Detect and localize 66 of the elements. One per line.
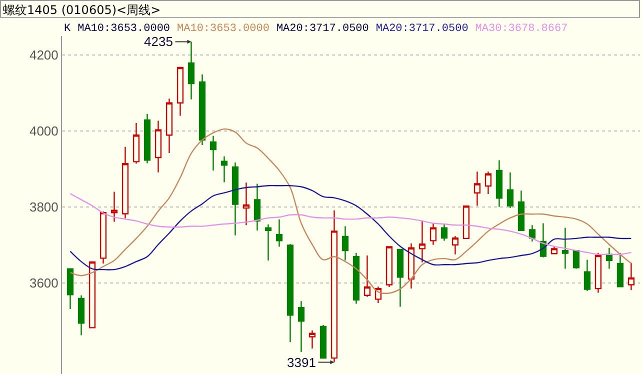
candlestick — [594, 252, 602, 294]
candlestick — [396, 248, 404, 308]
annotation: 4235 — [144, 34, 173, 49]
candlestick — [496, 160, 503, 208]
candlestick — [276, 218, 283, 248]
candlestick — [220, 156, 228, 183]
y-tick-label: 4000 — [29, 123, 58, 138]
line-series — [70, 193, 632, 256]
candlestick — [232, 162, 239, 236]
candlestick — [242, 182, 250, 226]
text: MA30:3678.8667 — [475, 23, 568, 35]
candlestick — [188, 41, 195, 100]
candlestick — [144, 113, 151, 164]
candlestick — [298, 300, 305, 353]
text: MA10:3653.0000 — [78, 23, 170, 35]
candlestick — [166, 98, 173, 154]
candlestick — [550, 246, 558, 254]
y-tick-label: 3600 — [29, 275, 58, 290]
text: MA10:3653.0000 — [177, 23, 270, 35]
candlestick — [584, 259, 590, 292]
candlestick — [408, 242, 415, 290]
candlestick — [176, 66, 184, 116]
candlestick — [330, 210, 338, 363]
candlestick — [320, 324, 327, 360]
candlestick — [66, 268, 74, 310]
line-series — [70, 128, 632, 294]
candlestick — [606, 247, 612, 270]
candlestick — [628, 262, 634, 291]
candlestick — [430, 222, 437, 246]
candlestick — [78, 294, 85, 336]
candlestick — [254, 183, 261, 232]
annotation: 3391 — [287, 355, 316, 370]
candlestick — [462, 206, 470, 240]
text: K — [64, 23, 71, 35]
candlestick — [122, 146, 129, 219]
candlestick — [418, 220, 426, 263]
candlestick — [154, 120, 162, 173]
candlestick — [264, 224, 272, 262]
candlestick — [440, 224, 448, 242]
candlestick — [210, 135, 217, 172]
candlestick — [506, 172, 514, 209]
candlestick — [484, 170, 492, 195]
chart-title: 螺纹1405 (010605)<周线> — [0, 0, 640, 18]
candlestick — [572, 250, 580, 270]
candlestick — [386, 246, 393, 288]
candlestick — [518, 190, 525, 232]
candlestick — [528, 224, 536, 242]
candlestick — [352, 252, 360, 304]
candlestick — [100, 210, 107, 264]
candlestick — [132, 122, 140, 164]
candlestick — [562, 227, 568, 270]
candlestick — [364, 254, 371, 298]
candlestick — [342, 226, 349, 262]
line-series — [70, 184, 632, 270]
candlestick — [88, 261, 96, 328]
y-tick-label: 4200 — [29, 48, 58, 63]
text: MA20:3717.0500 — [276, 23, 369, 35]
candlestick — [308, 330, 316, 350]
candlestick — [110, 191, 118, 222]
candlestick — [198, 74, 206, 146]
candlestick — [616, 252, 624, 288]
candlestick — [452, 236, 459, 255]
candlestick — [286, 244, 294, 343]
text: MA20:3717.0500 — [376, 23, 468, 35]
y-tick-label: 3800 — [29, 199, 58, 214]
candlestick — [474, 170, 481, 206]
